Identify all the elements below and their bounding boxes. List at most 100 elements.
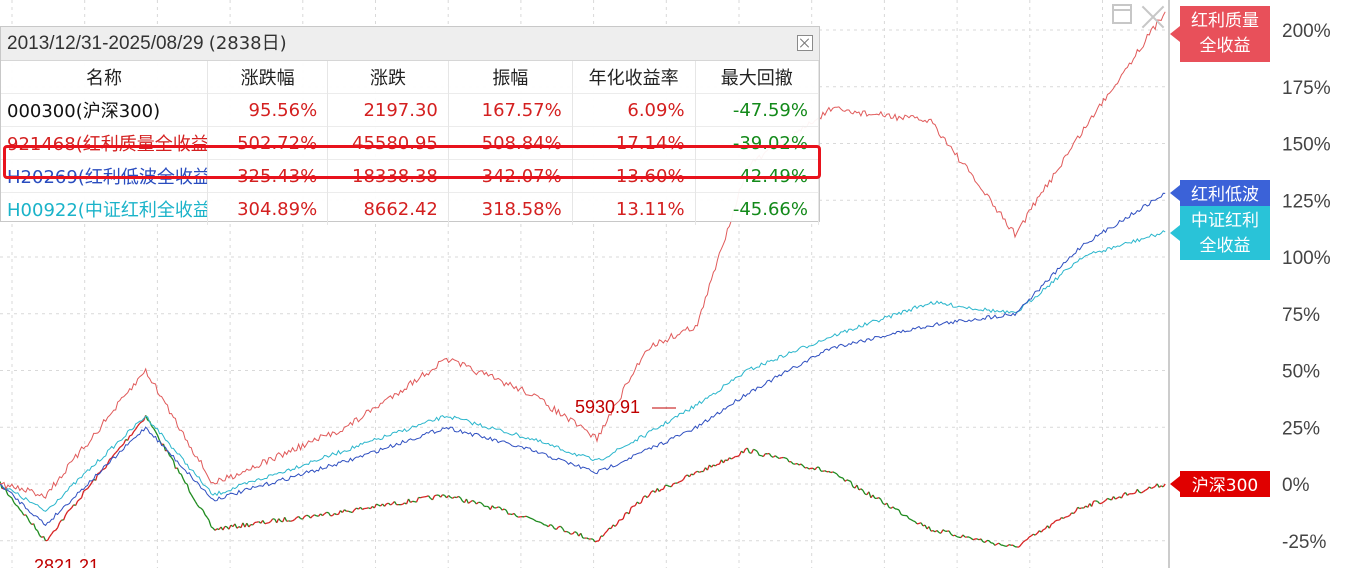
- series-hs300-segment: [697, 470, 700, 473]
- series-hs300-segment: [117, 447, 121, 451]
- axis-tag: 沪深300: [1170, 471, 1270, 497]
- series-hs300-segment: [688, 473, 692, 478]
- series-hs300-segment: [1028, 535, 1032, 538]
- series-hs300-segment: [936, 530, 940, 534]
- y-tick-label: 0%: [1282, 475, 1310, 496]
- series-hs300-segment: [175, 467, 178, 470]
- series-hs300-segment: [475, 501, 479, 505]
- series-hs300-segment: [868, 491, 872, 499]
- series-hs300-segment: [351, 509, 355, 513]
- series-hs300-segment: [49, 533, 53, 538]
- series-hs300-segment: [948, 530, 952, 535]
- series-hs300-segment: [252, 522, 256, 526]
- series-hs300-segment: [1006, 544, 1010, 547]
- series-hs300-segment: [906, 515, 910, 520]
- series-hs300-segment: [180, 473, 184, 480]
- series-hs300-segment: [592, 538, 596, 543]
- series-hs300-segment: [529, 517, 533, 520]
- series-hs300-segment: [498, 506, 501, 509]
- header-amplitude[interactable]: 振幅: [448, 61, 573, 94]
- series-hs300-segment: [737, 454, 740, 458]
- series-hs300-segment: [1095, 500, 1098, 503]
- series-hs300-segment: [602, 532, 606, 537]
- axis-tag-label: 红利质量: [1191, 11, 1259, 31]
- series-hs300-segment: [768, 453, 772, 457]
- series-hs300-segment: [731, 457, 734, 460]
- series-hs300-segment: [1148, 486, 1152, 489]
- series-hs300-segment: [103, 467, 107, 470]
- row-amplitude: 318.58%: [448, 192, 573, 225]
- legend-row[interactable]: H20269(红利低波全收益) 325.43% 18338.38 342.07%…: [1, 159, 820, 193]
- series-hs300-segment: [348, 510, 351, 513]
- series-hs300-segment: [754, 449, 758, 453]
- series-hs300-segment: [992, 542, 996, 546]
- series-hs300-segment: [620, 518, 624, 521]
- series-hs300-segment: [1077, 506, 1081, 510]
- series-hs300-segment: [733, 455, 736, 459]
- series-hs300-segment: [206, 516, 210, 521]
- series-hs300-segment: [513, 513, 517, 517]
- series-hs300-segment: [378, 504, 381, 507]
- series-hs300-segment: [954, 534, 958, 538]
- series-hs300-segment: [456, 495, 459, 499]
- close-window-icon[interactable]: [1140, 4, 1166, 30]
- series-hs300-segment: [402, 502, 405, 505]
- y-tick-label: 175%: [1282, 78, 1331, 99]
- legend-header: 2013/12/31-2025/08/29 (2838日): [1, 27, 819, 61]
- series-hs300-segment: [1079, 507, 1082, 510]
- series-hs300-segment: [648, 491, 652, 496]
- header-change-pct[interactable]: 涨跌幅: [207, 61, 329, 94]
- series-hs300-segment: [296, 515, 299, 519]
- series-hs300-segment: [97, 472, 100, 475]
- series-hs300-segment: [804, 466, 808, 469]
- legend-row[interactable]: H00922(中证红利全收益) 304.89% 8662.42 318.58% …: [1, 192, 820, 225]
- series-hs300-segment: [208, 520, 212, 527]
- series-hs300-segment: [386, 502, 389, 505]
- series-hs300-segment: [216, 528, 220, 531]
- series-hs300-segment: [353, 507, 357, 511]
- series-hs300-segment: [111, 454, 115, 459]
- series-hs300-segment: [270, 518, 274, 522]
- series-hs300-segment: [7, 494, 11, 498]
- legend-row[interactable]: 921468(红利质量全收益) 502.72% 45580.95 508.84%…: [1, 126, 820, 160]
- series-hs300-segment: [970, 537, 974, 541]
- series-hs300-segment: [580, 533, 584, 539]
- series-hs300-segment: [489, 505, 493, 510]
- series-hs300-segment: [499, 507, 503, 511]
- series-hs300-segment: [794, 462, 798, 465]
- series-hs300-segment: [598, 535, 602, 542]
- series-hs300-segment: [290, 520, 293, 522]
- series-hs300-segment: [715, 463, 718, 467]
- header-max-drawdown[interactable]: 最大回撤: [695, 61, 820, 94]
- row-amplitude: 508.84%: [448, 126, 573, 160]
- series-hs300-segment: [452, 496, 455, 499]
- series-hs300-segment: [468, 501, 471, 504]
- series-hs300-segment: [1151, 487, 1154, 489]
- series-hs300-segment: [1115, 497, 1118, 500]
- series-hs300-segment: [1051, 522, 1054, 525]
- series-hs300-segment: [646, 494, 650, 499]
- legend-row[interactable]: 000300(沪深300) 95.56% 2197.30 167.57% 6.0…: [1, 93, 820, 127]
- legend-close-icon[interactable]: [797, 35, 813, 51]
- series-hs300-segment: [976, 538, 980, 541]
- series-hs300-segment: [880, 499, 884, 504]
- series-hs300-segment: [264, 522, 267, 525]
- series-hs300-segment: [962, 534, 966, 538]
- header-annual[interactable]: 年化收益率: [572, 61, 696, 94]
- series-hs300-segment: [537, 520, 541, 523]
- series-hs300-segment: [554, 527, 557, 531]
- series-hs300-segment: [1139, 491, 1142, 494]
- series-hs300-segment: [1008, 543, 1012, 546]
- series-hs300-segment: [692, 471, 696, 476]
- series-hs300-segment: [830, 471, 834, 474]
- restore-window-icon[interactable]: [1112, 4, 1132, 24]
- series-hs300-segment: [824, 470, 828, 473]
- series-hs300-segment: [332, 513, 335, 517]
- series-hs300-segment: [796, 462, 800, 466]
- series-line-2: [0, 230, 1166, 512]
- series-hs300-segment: [650, 490, 654, 493]
- header-name[interactable]: 名称: [1, 61, 208, 94]
- series-hs300-segment: [910, 519, 914, 522]
- header-change[interactable]: 涨跌: [327, 61, 449, 94]
- series-hs300-segment: [491, 505, 495, 509]
